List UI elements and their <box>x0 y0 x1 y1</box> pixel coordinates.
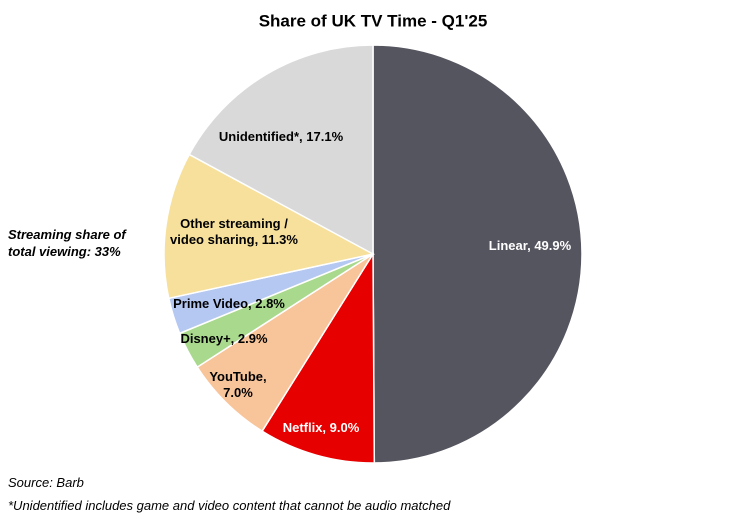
pie-slice <box>261 251 376 464</box>
annotation: Streaming share of total viewing: 33% <box>8 227 126 259</box>
slice-label: Disney+, 2.9% <box>180 331 268 346</box>
chart-title: Share of UK TV Time - Q1'25 <box>259 11 488 30</box>
slice-label: Netflix, 9.0% <box>282 420 360 435</box>
pie-slice <box>188 44 374 256</box>
slice-label: Linear, 49.9% <box>488 238 572 253</box>
pie-slice <box>163 153 376 300</box>
slice-label: Prime Video, 2.8% <box>173 296 285 311</box>
slice-label: YouTube, 7.0% <box>209 369 267 400</box>
slice-label: Unidentified*, 17.1% <box>218 129 344 144</box>
source: Source: Barb <box>8 475 84 490</box>
footnote: *Unidentified includes game and video co… <box>8 498 451 513</box>
pie-slice <box>372 44 583 464</box>
slice-label: Other streaming / video sharing, 11.3% <box>170 216 298 247</box>
